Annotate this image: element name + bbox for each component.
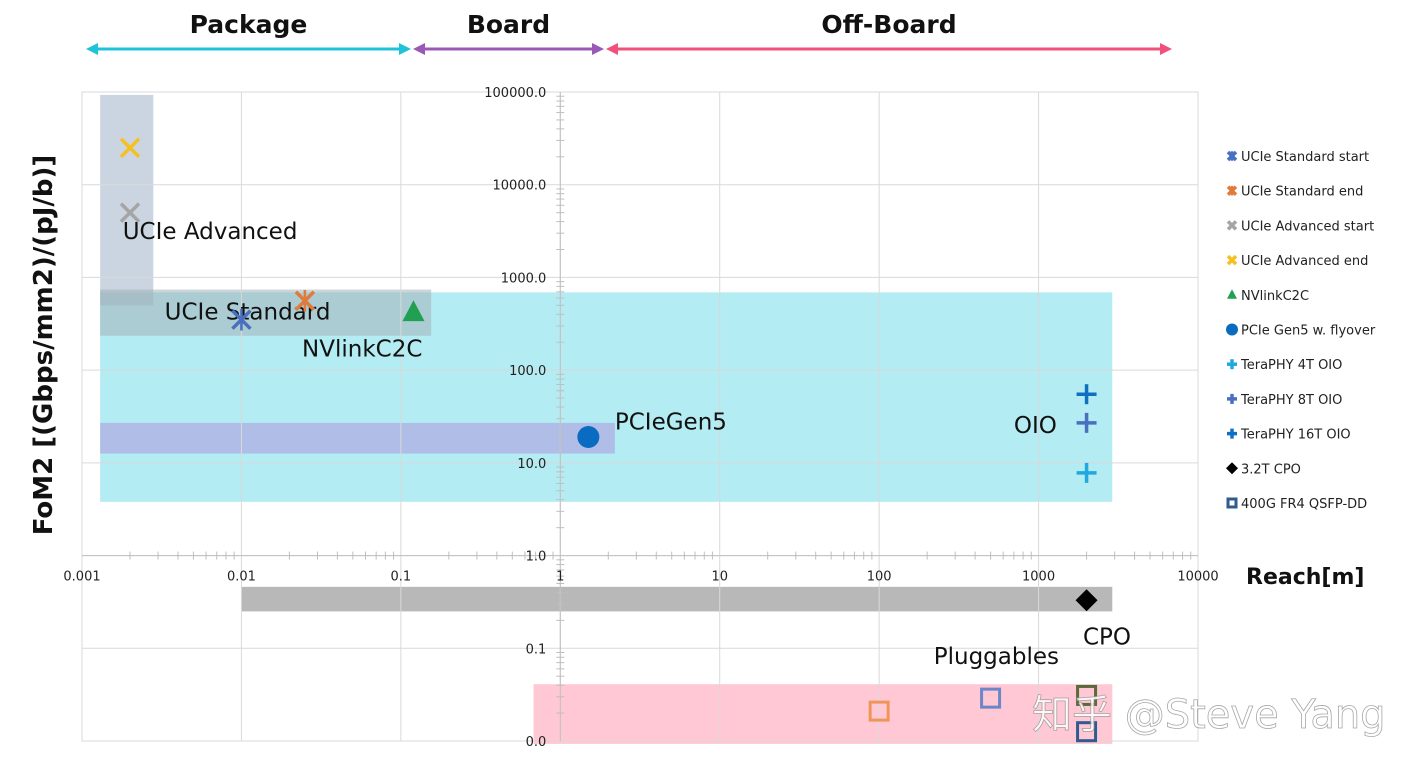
data-point [980,687,1002,709]
legend-item: UCIe Standard end [1226,185,1363,200]
shaded-band [100,289,432,336]
x-tick-label: 0.1 [391,570,412,585]
x-tick-label: 1 [556,570,564,585]
marker-shape [868,700,890,722]
annotation-label: Pluggables [934,644,1059,670]
legend-label: UCIe Advanced end [1241,254,1368,269]
data-point [868,700,890,722]
marker-stroke [1226,254,1238,266]
y-tick-label: 0.1 [526,642,547,657]
data-point [119,202,141,223]
shaded-band [533,684,1113,744]
legend-item: NVlinkC2C [1227,289,1309,304]
arrow-head-left [413,43,425,55]
marker-shape [980,687,1002,709]
legend-label: UCIe Standard start [1241,150,1369,165]
data-point [577,426,600,449]
marker-shape [1076,684,1098,706]
shaded-band [241,586,1113,612]
marker-shape [402,300,425,322]
legend-item: UCIe Advanced end [1226,254,1368,269]
x-tick-label: 0.01 [227,570,256,585]
region-label: Package [190,10,308,39]
watermark: 知乎 @Steve Yang [1032,692,1386,738]
arrow-head-right [592,43,604,55]
x-tick-label: 1000 [1022,570,1055,585]
marker-shape [1226,497,1238,509]
legend-item: UCIe Advanced start [1226,219,1374,234]
data-point [1076,384,1097,405]
y-axis-label: FoM2 [(Gbps/mm2)/(pJ/b)] [29,155,59,536]
arrow-head-right [1160,43,1172,55]
arrow-head-right [399,43,411,55]
data-point [1076,462,1097,483]
legend-item: TeraPHY 16T OIO [1227,428,1351,443]
marker-shape [1227,289,1237,299]
y-tick-label: 0.0 [526,735,547,750]
legend-label: UCIe Standard end [1241,185,1363,200]
legend-item: TeraPHY 4T OIO [1227,358,1342,373]
legend-item: UCIe Standard start [1226,150,1369,165]
x-tick-label: 100 [867,570,892,585]
y-tick-label: 10000.0 [493,179,547,194]
data-point [231,308,252,331]
legend-label: 400G FR4 QSFP-DD [1241,497,1367,512]
data-point [1076,684,1098,706]
marker-stroke [119,137,141,159]
legend: UCIe Standard start UCIe Standard end UCIe… [1226,150,1376,512]
marker-shape [1226,323,1238,336]
data-point [1075,589,1098,612]
legend-label: 3.2T CPO [1241,462,1301,477]
legend-label: TeraPHY 8T OIO [1240,393,1342,408]
arrow-head-left [606,43,618,55]
y-tick-label: 100000.0 [484,86,546,101]
annotation-label: NVlinkC2C [302,337,422,363]
data-point [402,300,425,322]
legend-label: NVlinkC2C [1241,289,1309,304]
legend-item: PCIe Gen5 w. flyover [1226,323,1376,339]
x-tick-label: 10000 [1177,570,1218,585]
legend-label: UCIe Advanced start [1241,219,1374,234]
annotation-label: UCIe Advanced [123,219,298,245]
legend-label: TeraPHY 16T OIO [1240,428,1351,443]
annotation-label: CPO [1083,624,1131,650]
marker-stroke [119,202,141,223]
x-tick-label: 10 [711,570,728,585]
marker-shape [1075,589,1098,612]
legend-label: PCIe Gen5 w. flyover [1241,324,1376,339]
shaded-band [100,422,615,454]
marker-shape [1226,462,1238,475]
data-point [294,289,316,312]
marker-shape [1076,721,1098,743]
data-point [1076,721,1098,743]
legend-item: TeraPHY 8T OIO [1227,393,1342,408]
marker-shape [577,426,600,449]
data-point [119,137,141,159]
axes: 0.001 0.01 0.1 1 10 100 1000 10000 100000.0 10000… [63,86,1218,750]
y-tick-label: 1.0 [526,550,547,565]
arrow-head-left [86,43,98,55]
region-arrows: Package Board Off-Board [86,10,1172,55]
shaded-band [100,94,154,306]
data-points [119,137,1098,743]
legend-label: TeraPHY 4T OIO [1240,358,1342,373]
region-label: Board [467,10,550,39]
marker-stroke [1226,220,1238,231]
y-tick-label: 100.0 [509,364,546,379]
annotation-label: PCIeGen5 [615,409,727,435]
region-label: Off-Board [821,10,956,39]
legend-item: 400G FR4 QSFP-DD [1226,497,1367,512]
y-tick-label: 1000.0 [501,271,547,286]
x-tick-label: 0.001 [63,570,100,585]
y-tick-label: 10.0 [517,457,546,472]
annotation-label: OIO [1014,413,1057,439]
shaded-bands [100,94,1113,744]
data-point [1076,412,1097,433]
x-axis-label: Reach[m] [1246,565,1364,590]
legend-item: 3.2T CPO [1226,462,1301,477]
